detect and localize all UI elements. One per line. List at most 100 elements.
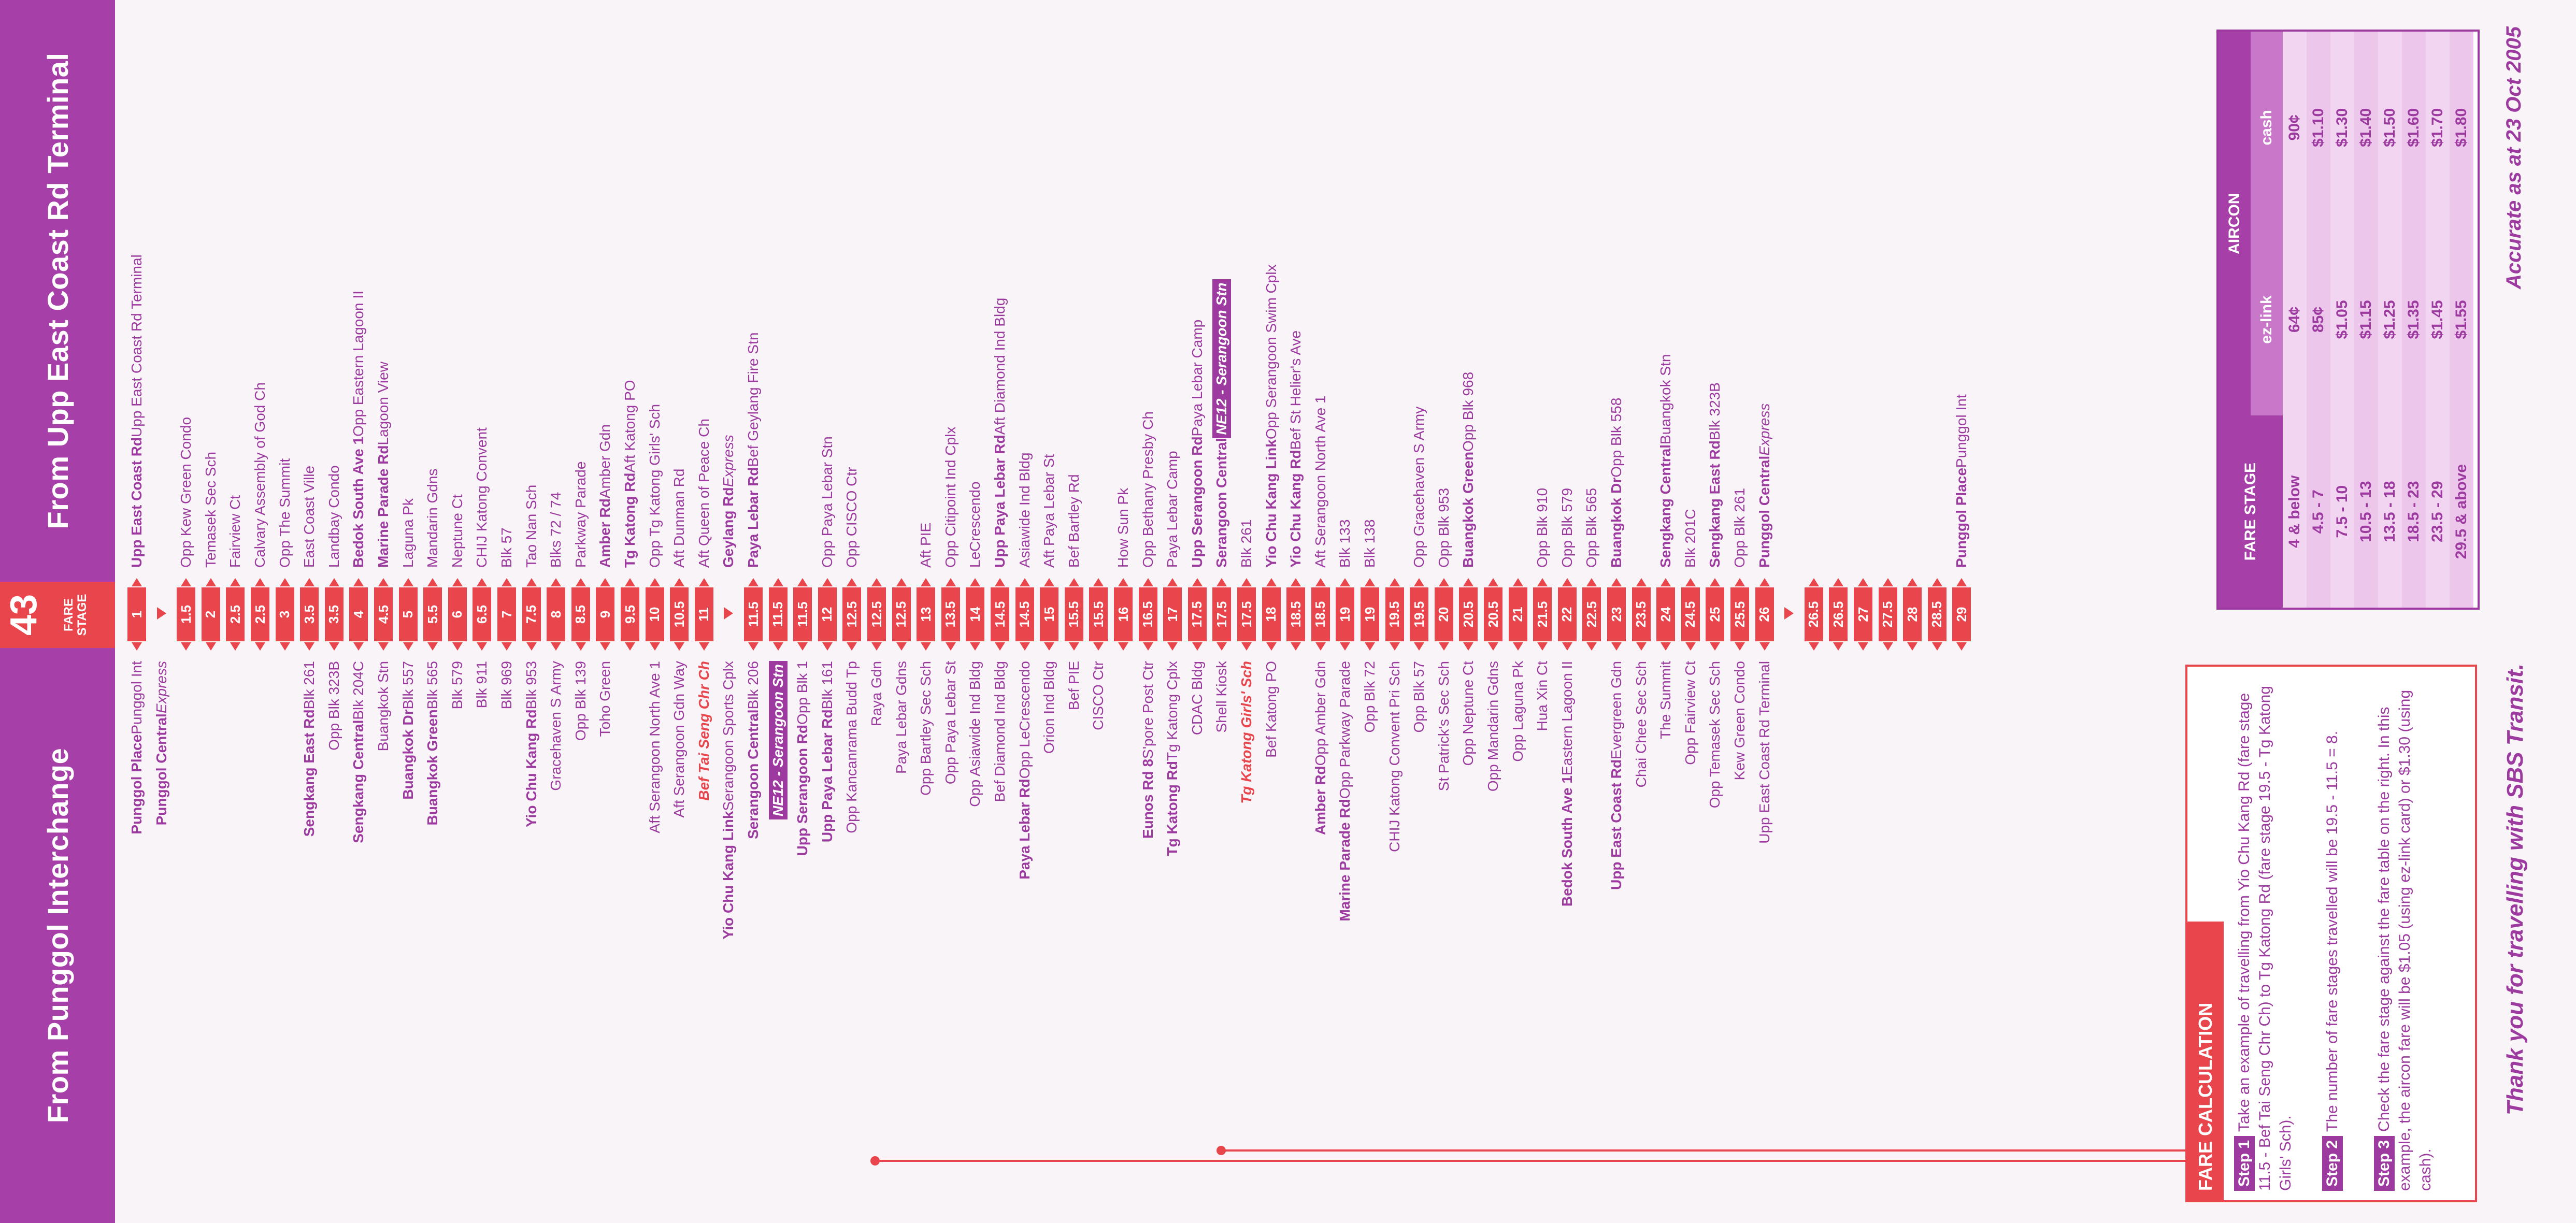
arrow-left-icon (1661, 642, 1671, 651)
right-stop-text: Upp East Coast Rd (128, 437, 145, 568)
fare-stage-value: 19.5 (1385, 587, 1404, 641)
left-stop-text: S'pore Post Ctr (1139, 661, 1156, 759)
right-stop-text: Temasek Sec Sch (202, 451, 219, 568)
arrow-left-icon (1735, 642, 1745, 651)
right-stop-text: Bef St Helier's Ave (1287, 330, 1304, 450)
right-stop-row (1086, 8, 1111, 568)
fare-table: FARE STAGE AIRCON ez-link cash 4 & below… (2216, 30, 2480, 610)
arrow-right-icon (181, 578, 192, 586)
fare-stage-value: 16.5 (1138, 587, 1157, 641)
arrow-right-icon (1463, 578, 1474, 586)
left-stop-row: Tg Katong Girls' Sch (1234, 661, 1259, 1223)
right-stop-row: Tg Katong Rd Aft Katong PO (618, 8, 642, 568)
left-stop-text: Opp Blk 72 (1362, 661, 1378, 733)
express-arrow-icon (156, 607, 166, 620)
fare-table-ezlink-cell: $1.45 (2426, 223, 2450, 416)
arrow-left-icon (1019, 642, 1030, 651)
arrow-right-icon (1562, 578, 1572, 586)
arrow-right-icon (674, 578, 685, 586)
arrow-right-icon (378, 578, 389, 586)
left-stop-row: Opp Laguna Pk (1506, 661, 1530, 1223)
right-stop-row (1900, 8, 1925, 568)
left-stop-row: Blk 969 (494, 661, 519, 1223)
fare-stage-marker: 5.5 (420, 578, 445, 651)
arrow-left-icon (1142, 642, 1153, 651)
right-stop-text: Landbay Condo (325, 465, 342, 568)
fare-stage-marker: 16.5 (1136, 578, 1161, 651)
fare-stage-value: 2.5 (226, 587, 245, 641)
left-stop-row: Buangkok Dr Blk 557 (396, 661, 421, 1223)
left-stop-text: CISCO Ctr (1090, 661, 1107, 730)
step-2-tag: Step 2 (2322, 1135, 2343, 1191)
arrow-left-icon (427, 642, 438, 651)
arrow-left-icon (970, 642, 981, 651)
arrow-left-icon (748, 642, 759, 651)
left-stop-row: Punggol Place Punggol Int (124, 661, 149, 1223)
fare-stage-marker: 1 (124, 578, 149, 651)
step-1-text: Take an example of travelling from Yio C… (2236, 685, 2294, 1191)
left-stop-text: Upp East Coast Rd Terminal (1756, 661, 1772, 844)
thank-you-text: Thank you for travelling with SBS Transi… (2502, 664, 2528, 1115)
right-stop-text: Opp Tg Katong Girls' Sch (646, 404, 663, 568)
fare-table-stage-header: FARE STAGE (2219, 415, 2283, 608)
left-stop-text: Gracehaven S Army (548, 661, 564, 791)
left-stop-row (248, 661, 273, 1223)
left-stop-text: Bef Diamond Ind Bldg (992, 661, 1008, 802)
arrow-right-icon (205, 578, 216, 586)
right-stop-row: Buangkok Dr Opp Blk 558 (1604, 8, 1629, 568)
left-stop-text: Blk 161 (819, 661, 835, 710)
arrow-right-icon (1241, 578, 1252, 586)
right-stop-row: Opp Blk 579 (1555, 8, 1580, 568)
right-stop-row: Upp Serangoon Rd Paya Lebar Camp (1185, 8, 1210, 568)
right-stop-row (1481, 8, 1506, 568)
arrow-right-icon (1858, 578, 1868, 586)
left-stop-row: Shell Kiosk (1209, 661, 1234, 1223)
left-stop-row: Toho Green (593, 661, 618, 1223)
arrow-left-icon (1759, 642, 1770, 651)
right-stop-text: Opp The Summit (276, 458, 293, 568)
left-stop-text: Tg Katong Girls' Sch (1238, 661, 1254, 804)
right-stop-text: Aft Dunman Rd (671, 468, 688, 568)
left-stop-text: Toho Green (597, 661, 613, 737)
right-stop-text: Express (720, 435, 737, 487)
fare-stage-marker: 28 (1900, 578, 1925, 651)
fare-stage-marker: 25.5 (1727, 578, 1752, 651)
fare-stage-marker: 14 (963, 578, 988, 651)
fare-stage-value: 11.5 (768, 587, 788, 641)
fare-stage-marker: 17.5 (1234, 578, 1259, 651)
fare-stage-value: 19.5 (1410, 587, 1429, 641)
right-stop-row: Marine Parade Rd Lagoon View (371, 8, 396, 568)
arrow-right-icon (502, 578, 512, 586)
right-stop-text: Opp CISCO Ctr (843, 467, 860, 568)
right-stop-text: LeCrescendo (967, 481, 983, 568)
arrow-right-icon (304, 578, 315, 586)
right-stop-text: Opp Blk 910 (1534, 487, 1551, 568)
arrow-right-icon (1266, 578, 1277, 586)
arrow-left-icon (1512, 642, 1523, 651)
right-stop-text: Buangkok Dr (1608, 477, 1624, 568)
right-stop-row (790, 8, 815, 568)
left-stop-row (1283, 661, 1308, 1223)
fare-stage-value: 1 (127, 587, 146, 641)
arrow-left-icon (871, 642, 882, 651)
arrow-left-icon (255, 642, 265, 651)
arrow-right-icon (896, 578, 907, 586)
arrow-right-icon (1611, 578, 1622, 586)
right-stop-row: Geylang Rd Express (716, 8, 741, 568)
right-stop-row: Blk 57 (494, 8, 519, 568)
fare-stage-label: FARE STAGE (62, 594, 90, 636)
left-stop-row: Sengkang Central Blk 204C (346, 661, 371, 1223)
arrow-left-icon (1217, 642, 1227, 651)
left-stop-row (1111, 661, 1136, 1223)
fare-table-stage-cell: 13.5 - 18 (2378, 415, 2402, 608)
right-stop-row: Mandarin Gdns (420, 8, 445, 568)
express-arrow-icon (724, 607, 734, 620)
arrow-left-icon (328, 642, 339, 651)
fare-stage-value: 7.5 (522, 587, 541, 641)
fare-stage-value: 20.5 (1484, 587, 1502, 641)
fare-table-aircon-header: AIRCON (2219, 32, 2251, 416)
left-stop-row: Bef Diamond Ind Bldg (988, 661, 1012, 1223)
fare-stage-marker: 11.5 (766, 578, 791, 651)
arrow-left-icon (1463, 642, 1474, 651)
